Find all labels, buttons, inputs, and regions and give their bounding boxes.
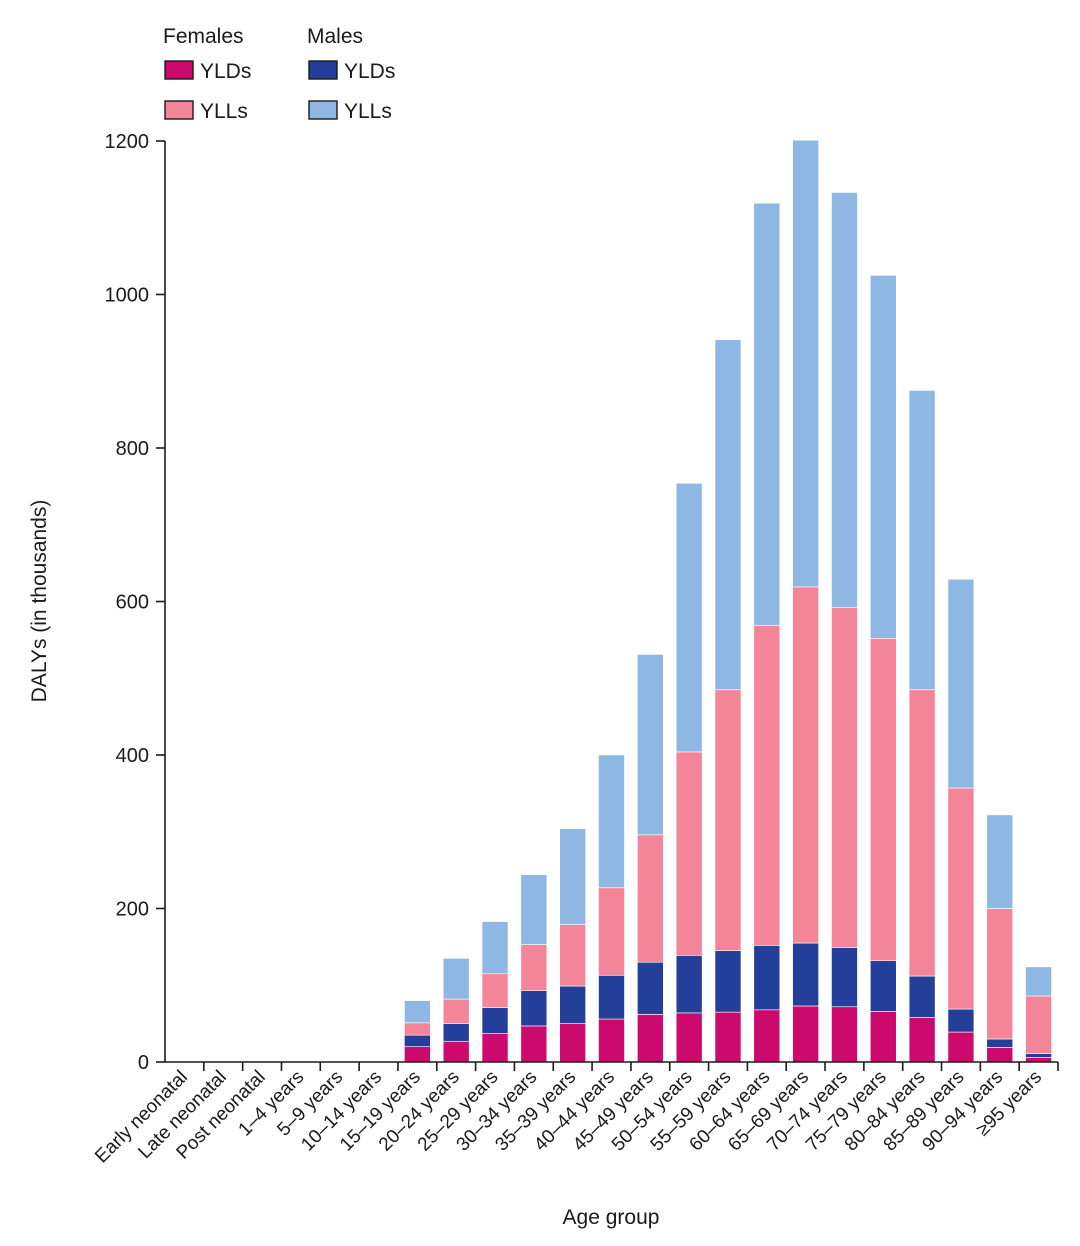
bar-females-ylds	[792, 1005, 819, 1063]
x-axis-title: Age group	[563, 1206, 660, 1229]
bar-males-ylds	[675, 955, 703, 1014]
bar-males-ylls	[404, 1000, 431, 1024]
bar-males-ylds	[831, 947, 858, 1008]
bar-males-ylds	[1025, 1053, 1052, 1058]
y-tick-label: 400	[116, 745, 149, 767]
bar-males-ylls	[481, 921, 509, 975]
bar-males-ylls	[675, 483, 703, 753]
bar-males-ylls	[753, 202, 781, 626]
y-tick-label: 1200	[105, 131, 150, 153]
bar-males-ylds	[404, 1034, 431, 1047]
bar-females-ylds	[947, 1031, 975, 1063]
bar-females-ylls	[792, 586, 819, 944]
bar-males-ylds	[947, 1008, 975, 1033]
bar-males-ylls	[792, 139, 819, 588]
bar-males-ylds	[986, 1038, 1014, 1048]
bar-males-ylds	[714, 950, 742, 1013]
bar-females-ylls	[404, 1022, 431, 1036]
bar-males-ylds	[869, 960, 897, 1012]
legend-swatch-males-ylls	[308, 100, 338, 120]
bars	[404, 139, 1052, 1063]
legend-swatch-females-ylls	[164, 100, 194, 120]
bar-males-ylls	[908, 390, 936, 691]
bar-males-ylls	[831, 192, 858, 608]
legend-swatch-females-ylds	[164, 60, 194, 80]
bar-females-ylds	[869, 1011, 897, 1063]
legend-swatch-males-ylds	[308, 60, 338, 80]
bar-females-ylls	[947, 787, 975, 1010]
bar-females-ylds	[675, 1012, 703, 1063]
bar-males-ylds	[908, 975, 936, 1018]
bar-females-ylds	[908, 1017, 936, 1063]
y-axis: 0 200 400 600 800 1000 1200	[105, 131, 166, 1074]
bar-females-ylls	[442, 998, 470, 1024]
bar-females-ylls	[908, 689, 936, 977]
bar-females-ylls	[869, 638, 897, 961]
bar-females-ylls	[1025, 995, 1052, 1054]
legend-group-title: Males	[307, 25, 363, 48]
legend: Females YLDs YLLs Males YLDs YLLs	[163, 25, 395, 123]
bar-females-ylds	[559, 1023, 586, 1063]
bar-females-ylls	[986, 908, 1014, 1040]
bar-females-ylls	[831, 607, 858, 948]
bar-females-ylds	[986, 1047, 1014, 1063]
bar-females-ylls	[559, 924, 586, 987]
y-tick-label: 0	[138, 1052, 149, 1074]
y-tick-label: 600	[116, 592, 149, 614]
bar-males-ylls	[442, 958, 470, 1000]
bar-females-ylds	[753, 1009, 781, 1063]
y-tick-label: 800	[116, 438, 149, 460]
bar-females-ylds	[520, 1025, 548, 1063]
bar-males-ylls	[869, 275, 897, 639]
y-tick-label: 200	[116, 899, 149, 921]
y-tick-label: 1000	[105, 285, 150, 307]
bar-females-ylds	[714, 1011, 742, 1063]
bar-males-ylds	[792, 942, 819, 1007]
bar-females-ylls	[481, 973, 509, 1008]
y-axis-title: DALYs (in thousands)	[28, 500, 51, 703]
legend-label: YLLs	[344, 100, 392, 123]
bar-males-ylls	[637, 654, 664, 836]
bar-males-ylds	[637, 961, 664, 1015]
bar-males-ylls	[559, 828, 586, 925]
bar-males-ylds	[442, 1023, 470, 1042]
bar-females-ylds	[404, 1046, 431, 1063]
bar-females-ylls	[753, 624, 781, 946]
bar-females-ylds	[442, 1040, 470, 1063]
bar-males-ylds	[520, 990, 548, 1027]
bar-males-ylds	[598, 974, 625, 1020]
bar-males-ylls	[947, 578, 975, 789]
bar-males-ylds	[559, 985, 586, 1024]
legend-group-title: Females	[163, 25, 244, 48]
bar-females-ylds	[831, 1006, 858, 1063]
bar-females-ylls	[637, 834, 664, 963]
bar-males-ylds	[753, 945, 781, 1011]
bar-males-ylls	[520, 874, 548, 945]
bar-females-ylds	[598, 1018, 625, 1063]
bar-females-ylls	[598, 887, 625, 976]
bar-males-ylls	[986, 814, 1014, 909]
bar-females-ylls	[520, 944, 548, 991]
bar-females-ylls	[675, 751, 703, 956]
bar-females-ylds	[481, 1033, 509, 1063]
bar-males-ylls	[598, 754, 625, 889]
bar-females-ylds	[637, 1014, 664, 1063]
bar-males-ylds	[481, 1007, 509, 1034]
legend-label: YLLs	[200, 100, 248, 123]
legend-label: YLDs	[344, 60, 395, 83]
bar-males-ylls	[714, 339, 742, 691]
legend-label: YLDs	[200, 60, 251, 83]
bar-males-ylls	[1025, 966, 1052, 997]
bar-females-ylls	[714, 689, 742, 952]
